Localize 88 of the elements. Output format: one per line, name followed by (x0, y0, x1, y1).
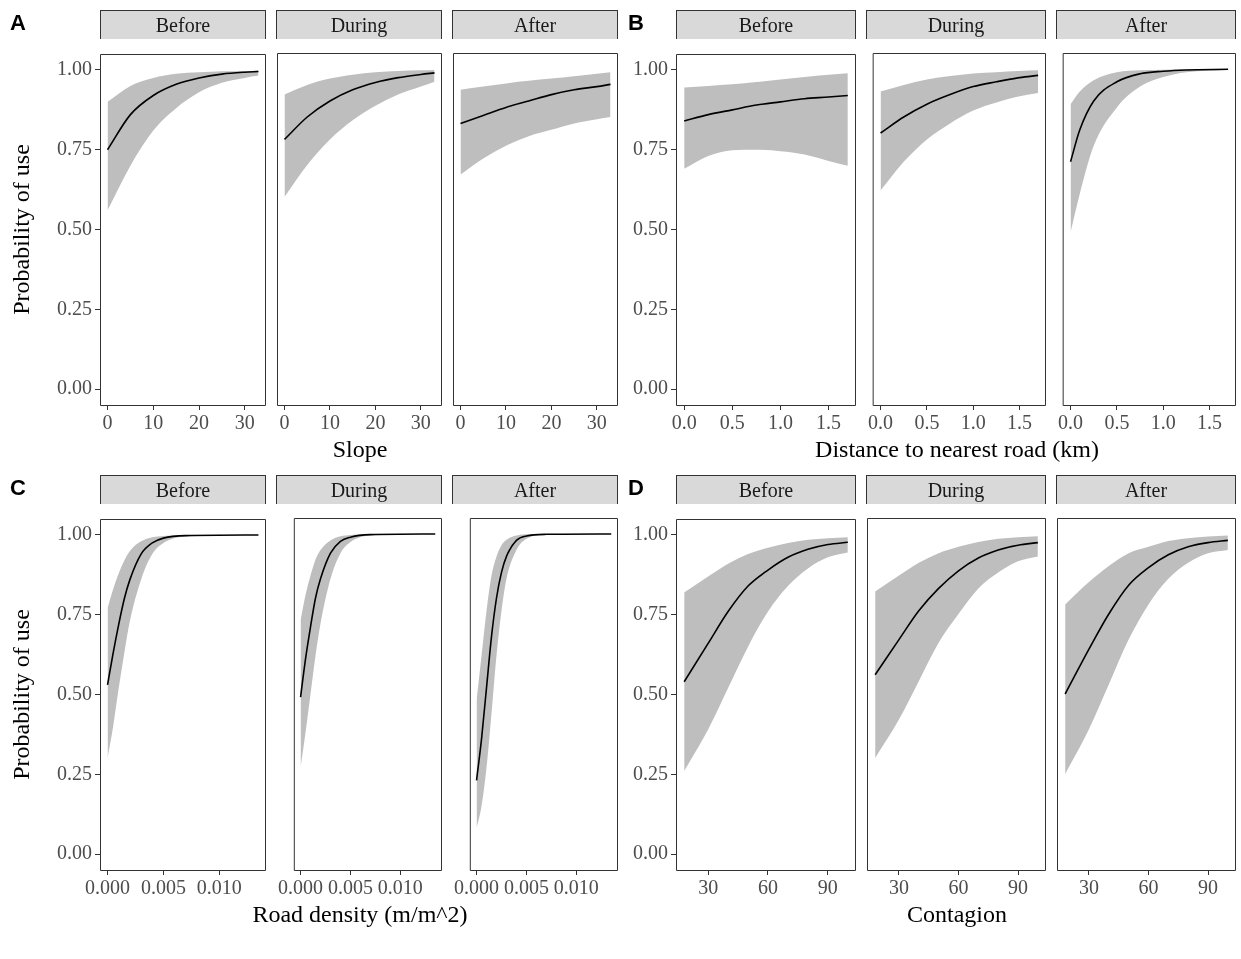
x-tick-label: 0.5 (1104, 411, 1130, 434)
y-tick-label: 0.25 (633, 761, 668, 784)
x-tick-label: 0 (279, 411, 290, 434)
y-tick-label: 0.25 (57, 761, 92, 784)
y-tick-label: 0.75 (57, 136, 92, 159)
chart-title: After (452, 475, 618, 504)
x-tick-label: 0.5 (914, 411, 940, 434)
x-tick-label: 0.005 (327, 876, 373, 899)
x-tick-label: 90 (1008, 876, 1029, 899)
x-tick-label: 60 (758, 876, 778, 899)
x-tick-label: 30 (888, 876, 909, 899)
chart-title: Before (676, 475, 856, 504)
line-series (683, 94, 849, 122)
x-tick-label: 0.000 (278, 876, 324, 899)
line-series (683, 541, 849, 683)
y-tick-label: 0.25 (633, 296, 668, 319)
y-tick-label: 1.00 (633, 57, 668, 80)
text: B (628, 10, 644, 36)
x-tick-label: 1.0 (960, 411, 986, 434)
x-tick-label: 0.005 (503, 876, 549, 899)
y-axis-title: Probability of use (7, 609, 34, 780)
x-tick-label: 30 (410, 411, 431, 434)
y-tick-label: 0.00 (57, 841, 92, 864)
y-tick-label: 0.50 (633, 681, 668, 704)
y-tick-label: 1.00 (57, 57, 92, 80)
x-tick-label: 1.5 (816, 411, 842, 434)
chart-title: Before (676, 10, 856, 39)
x-tick-label: 20 (189, 411, 210, 434)
chart-title: During (276, 475, 442, 504)
y-tick-label: 0.75 (57, 601, 92, 624)
x-tick-label: 0.005 (140, 876, 186, 899)
x-tick-label: 30 (1078, 876, 1099, 899)
x-tick-label: 0.0 (671, 411, 697, 434)
x-tick-label: 0.000 (85, 876, 131, 899)
chart-title: After (1056, 475, 1236, 504)
x-tick-label: 1.0 (767, 411, 793, 434)
x-tick-label: 30 (586, 411, 607, 434)
x-tick-label: 0.010 (553, 876, 599, 899)
x-axis-title: Slope (331, 436, 389, 463)
x-tick-label: 0.000 (454, 876, 500, 899)
chart-title: During (866, 475, 1046, 504)
x-tick-label: 10 (319, 411, 340, 434)
y-tick-label: 0.75 (633, 601, 668, 624)
x-tick-label: 0.0 (1058, 411, 1084, 434)
x-tick-label: 0.010 (196, 876, 242, 899)
x-tick-label: 60 (948, 876, 969, 899)
x-tick-label: 90 (817, 876, 838, 899)
x-tick-label: 30 (698, 876, 719, 899)
x-tick-label: 1.0 (1150, 411, 1176, 434)
x-tick-label: 0.010 (377, 876, 423, 899)
y-tick-label: 0.00 (633, 841, 668, 864)
x-tick-label: 0.5 (719, 411, 745, 434)
x-tick-label: 20 (541, 411, 562, 434)
y-tick-label: 1.00 (57, 522, 92, 545)
y-tick-label: 0.50 (57, 216, 92, 239)
x-axis-title: Distance to nearest road (km) (814, 436, 1100, 463)
x-axis-title: Contagion (906, 901, 1008, 928)
x-tick-label: 10 (495, 411, 516, 434)
x-tick-label: 0 (102, 411, 113, 434)
chart-title: Before (100, 475, 266, 504)
chart-title: After (1056, 10, 1236, 39)
chart-title: During (866, 10, 1046, 39)
y-tick-label: 0.25 (57, 296, 92, 319)
y-tick-label: 1.00 (633, 522, 668, 545)
x-tick-label: 90 (1198, 876, 1219, 899)
text: A (10, 10, 26, 36)
chart-title: During (276, 10, 442, 39)
x-tick-label: 20 (365, 411, 386, 434)
y-tick-label: 0.50 (57, 681, 92, 704)
x-tick-label: 30 (234, 411, 255, 434)
x-tick-label: 60 (1138, 876, 1159, 899)
chart-title: Before (100, 10, 266, 39)
x-tick-label: 0 (455, 411, 466, 434)
x-tick-label: 10 (143, 411, 164, 434)
y-axis-title: Probability of use (7, 144, 34, 315)
line-series (106, 534, 260, 686)
x-tick-label: 0.0 (868, 411, 894, 434)
x-axis-title: Road density (m/m^2) (251, 901, 469, 928)
chart-title: After (452, 10, 618, 39)
y-tick-label: 0.75 (633, 136, 668, 159)
y-tick-label: 0.00 (57, 376, 92, 399)
x-tick-label: 1.5 (1197, 411, 1223, 434)
x-tick-label: 1.5 (1007, 411, 1033, 434)
y-tick-label: 0.00 (633, 376, 668, 399)
line-series (106, 70, 260, 151)
text: D (628, 475, 644, 501)
y-tick-label: 0.50 (633, 216, 668, 239)
text: C (10, 475, 26, 501)
